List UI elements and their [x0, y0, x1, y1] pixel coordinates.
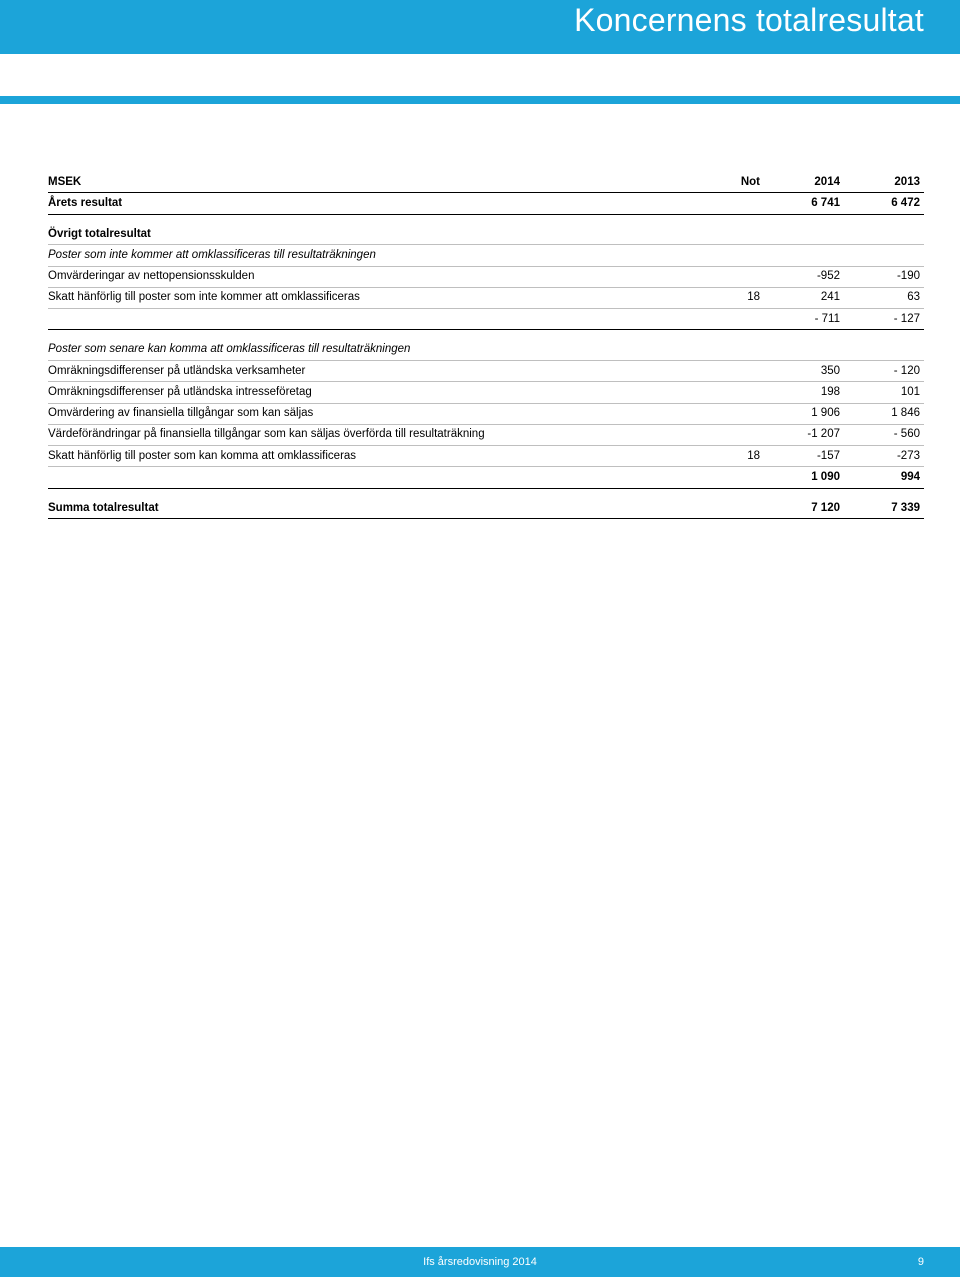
table-row: Omräkningsdifferenser på utländska verks… [48, 361, 924, 382]
th-label: MSEK [48, 172, 704, 193]
cell-label: Skatt hänförlig till poster som kan komm… [48, 446, 704, 467]
cell-y1 [764, 224, 844, 245]
cell-not: 18 [704, 446, 764, 467]
table-row: Skatt hänförlig till poster som kan komm… [48, 446, 924, 467]
spacer-cell [48, 214, 924, 224]
cell-y2: 63 [844, 287, 924, 308]
cell-not [704, 403, 764, 424]
cell-not [704, 245, 764, 266]
title-underline [0, 96, 960, 104]
table-row [48, 488, 924, 498]
th-not: Not [704, 172, 764, 193]
cell-label: Omvärdering av finansiella tillgångar so… [48, 403, 704, 424]
table-row: Summa totalresultat 7 1207 339 [48, 498, 924, 519]
table-row [48, 330, 924, 340]
cell-y2: 7 339 [844, 498, 924, 519]
cell-y2: 994 [844, 467, 924, 488]
cell-label: Poster som senare kan komma att omklassi… [48, 340, 704, 361]
cell-y1: 350 [764, 361, 844, 382]
table-row: - 711- 127 [48, 309, 924, 330]
table-row: Värdeförändringar på finansiella tillgån… [48, 424, 924, 445]
cell-y1: -157 [764, 446, 844, 467]
cell-not [704, 424, 764, 445]
table-row: Poster som senare kan komma att omklassi… [48, 340, 924, 361]
cell-label: Övrigt totalresultat [48, 224, 704, 245]
cell-y1: 6 741 [764, 193, 844, 214]
spacer-cell [48, 488, 924, 498]
cell-y2 [844, 340, 924, 361]
page-footer: Ifs årsredovisning 2014 9 [0, 1247, 960, 1277]
cell-not [704, 361, 764, 382]
cell-label: Skatt hänförlig till poster som inte kom… [48, 287, 704, 308]
cell-y2: 6 472 [844, 193, 924, 214]
cell-y2: 101 [844, 382, 924, 403]
cell-not [704, 224, 764, 245]
cell-y2: - 120 [844, 361, 924, 382]
cell-y1 [764, 340, 844, 361]
table-row: Omvärdering av finansiella tillgångar so… [48, 403, 924, 424]
cell-label [48, 467, 704, 488]
page-number: 9 [918, 1247, 924, 1277]
title-bar: Koncernens totalresultat [0, 0, 960, 54]
cell-y2 [844, 245, 924, 266]
page-title: Koncernens totalresultat [574, 2, 924, 39]
cell-label: Årets resultat [48, 193, 704, 214]
cell-label [48, 309, 704, 330]
table-row: Årets resultat 6 7416 472 [48, 193, 924, 214]
cell-y1: 1 090 [764, 467, 844, 488]
cell-label: Poster som inte kommer att omklassificer… [48, 245, 704, 266]
cell-not [704, 193, 764, 214]
cell-y2 [844, 224, 924, 245]
table-row: Övrigt totalresultat [48, 224, 924, 245]
cell-y1: 1 906 [764, 403, 844, 424]
cell-not [704, 266, 764, 287]
table-row: Poster som inte kommer att omklassificer… [48, 245, 924, 266]
cell-y1 [764, 245, 844, 266]
title-gap [0, 54, 960, 96]
cell-label: Summa totalresultat [48, 498, 704, 519]
cell-y1: - 711 [764, 309, 844, 330]
table-row: 1 090994 [48, 467, 924, 488]
cell-label: Omräkningsdifferenser på utländska verks… [48, 361, 704, 382]
cell-not: 18 [704, 287, 764, 308]
cell-not [704, 382, 764, 403]
table-row: Omräkningsdifferenser på utländska intre… [48, 382, 924, 403]
cell-label: Omvärderingar av nettopensionsskulden [48, 266, 704, 287]
cell-label: Omräkningsdifferenser på utländska intre… [48, 382, 704, 403]
footer-text: Ifs årsredovisning 2014 [423, 1247, 537, 1277]
cell-y1: 198 [764, 382, 844, 403]
cell-y1: -952 [764, 266, 844, 287]
content-area: MSEKNot20142013Årets resultat6 7416 472Ö… [0, 104, 960, 519]
cell-y2: - 560 [844, 424, 924, 445]
financial-table: MSEKNot20142013Årets resultat6 7416 472Ö… [48, 172, 924, 519]
cell-y1: 7 120 [764, 498, 844, 519]
cell-y2: 1 846 [844, 403, 924, 424]
spacer-cell [48, 330, 924, 340]
th-y1: 2014 [764, 172, 844, 193]
table-row [48, 214, 924, 224]
cell-y1: 241 [764, 287, 844, 308]
cell-not [704, 498, 764, 519]
cell-not [704, 340, 764, 361]
cell-y2: - 127 [844, 309, 924, 330]
cell-y2: -273 [844, 446, 924, 467]
cell-y1: -1 207 [764, 424, 844, 445]
table-row: Omvärderingar av nettopensionsskulden -95… [48, 266, 924, 287]
cell-label: Värdeförändringar på finansiella tillgån… [48, 424, 704, 445]
table-row: Skatt hänförlig till poster som inte kom… [48, 287, 924, 308]
cell-y2: -190 [844, 266, 924, 287]
cell-not [704, 309, 764, 330]
cell-not [704, 467, 764, 488]
th-y2: 2013 [844, 172, 924, 193]
table-header-row: MSEKNot20142013 [48, 172, 924, 193]
